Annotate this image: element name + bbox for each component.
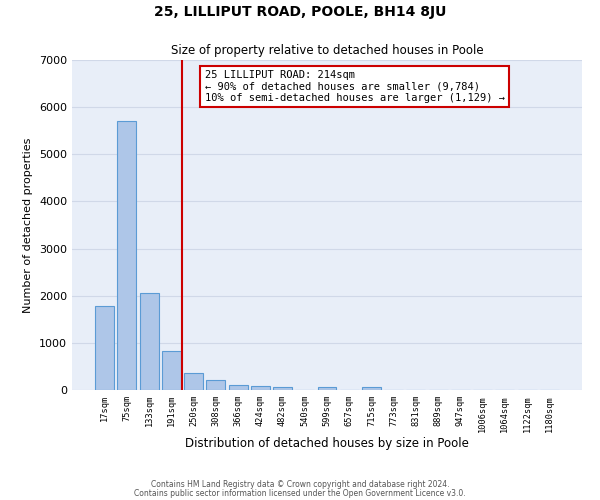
Bar [317, 388, 337, 390]
Text: Contains HM Land Registry data © Crown copyright and database right 2024.: Contains HM Land Registry data © Crown c… [151, 480, 449, 489]
Text: 25, LILLIPUT ROAD, POOLE, BH14 8JU: 25, LILLIPUT ROAD, POOLE, BH14 8JU [154, 5, 446, 19]
Bar [184, 372, 203, 390]
Text: 25 LILLIPUT ROAD: 214sqm
← 90% of detached houses are smaller (9,784)
10% of sem: 25 LILLIPUT ROAD: 214sqm ← 90% of detach… [205, 70, 505, 103]
Bar [273, 388, 292, 390]
X-axis label: Distribution of detached houses by size in Poole: Distribution of detached houses by size … [185, 437, 469, 450]
Y-axis label: Number of detached properties: Number of detached properties [23, 138, 34, 312]
Title: Size of property relative to detached houses in Poole: Size of property relative to detached ho… [170, 44, 484, 58]
Bar [95, 306, 114, 390]
Bar [206, 380, 225, 390]
Bar [362, 388, 381, 390]
Bar [140, 294, 158, 390]
Bar [251, 386, 270, 390]
Bar [162, 351, 181, 390]
Bar [229, 384, 248, 390]
Text: Contains public sector information licensed under the Open Government Licence v3: Contains public sector information licen… [134, 488, 466, 498]
Bar [118, 122, 136, 390]
